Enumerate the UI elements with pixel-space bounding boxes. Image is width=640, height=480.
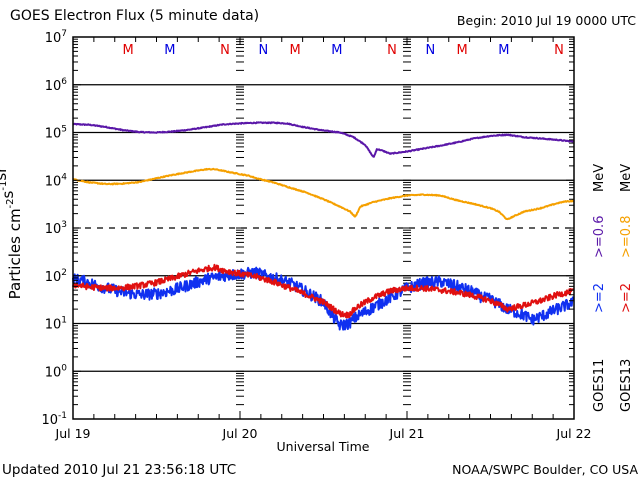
y-tick-labels: 107 106 105 104 103 102 101 100 10-1 [41,29,67,428]
x-tick-label: Jul 19 [55,426,91,441]
credit-label: NOAA/SWPC Boulder, CO USA [452,462,638,477]
y-tick-label: 100 [45,363,68,380]
legend-mev-1: MeV [592,164,607,192]
y-axis-label: Particles cm-2s-1sr-1 [0,157,24,300]
marker-m: M [164,43,175,58]
x-tick-label: Jul 20 [222,426,258,441]
begin-label: Begin: 2010 Jul 19 0000 UTC [457,13,636,28]
legend-goes13: GOES13 [619,359,634,412]
legend-goes11: GOES11 [592,359,607,412]
x-tick-label: Jul 22 [556,426,592,441]
y-tick-label: 10-1 [41,411,67,428]
marker-m: M [331,43,342,58]
marker-m: M [498,43,509,58]
legend-goes13-low: >=0.8 [619,216,634,258]
chart-title: GOES Electron Flux (5 minute data) [10,8,259,24]
y-tick-label: 102 [45,268,67,285]
legend-goes11-low: >=0.6 [592,216,607,258]
legend-mev-2: MeV [619,164,634,192]
marker-n: N [426,43,436,58]
y-tick-label: 105 [45,125,67,142]
grid-lines [73,38,574,420]
y-tick-label: 107 [45,29,67,46]
svg-text:Particles cm-2s-1sr-1: Particles cm-2s-1sr-1 [0,157,24,300]
series-line-3 [72,263,575,319]
legend-goes11-high: >=2 [592,283,607,313]
x-axis-label: Universal Time [277,439,370,454]
legend-goes13-high: >=2 [619,283,634,313]
axis-ticks [72,37,575,420]
marker-n: N [259,43,269,58]
x-tick-label: Jul 21 [389,426,425,441]
updated-timestamp: Updated 2010 Jul 21 23:56:18 UTC [2,462,236,478]
marker-n: N [387,43,397,58]
marker-m: M [123,43,134,58]
y-tick-label: 104 [45,172,68,189]
series-line-1 [72,167,575,221]
marker-m: M [457,43,468,58]
y-tick-label: 101 [45,316,67,333]
marker-m: M [290,43,301,58]
legend: GOES11 GOES13 >=2 >=2 >=0.6 >=0.8 MeV Me… [592,164,634,412]
series-line-0 [72,121,574,158]
x-tick-labels: Jul 19 Jul 20 Jul 21 Jul 22 [55,426,592,441]
series-line-2 [72,266,574,331]
y-tick-label: 103 [45,220,67,237]
marker-n: N [220,43,230,58]
series-layer [72,121,575,331]
y-tick-label: 106 [45,77,68,94]
marker-n: N [554,43,564,58]
